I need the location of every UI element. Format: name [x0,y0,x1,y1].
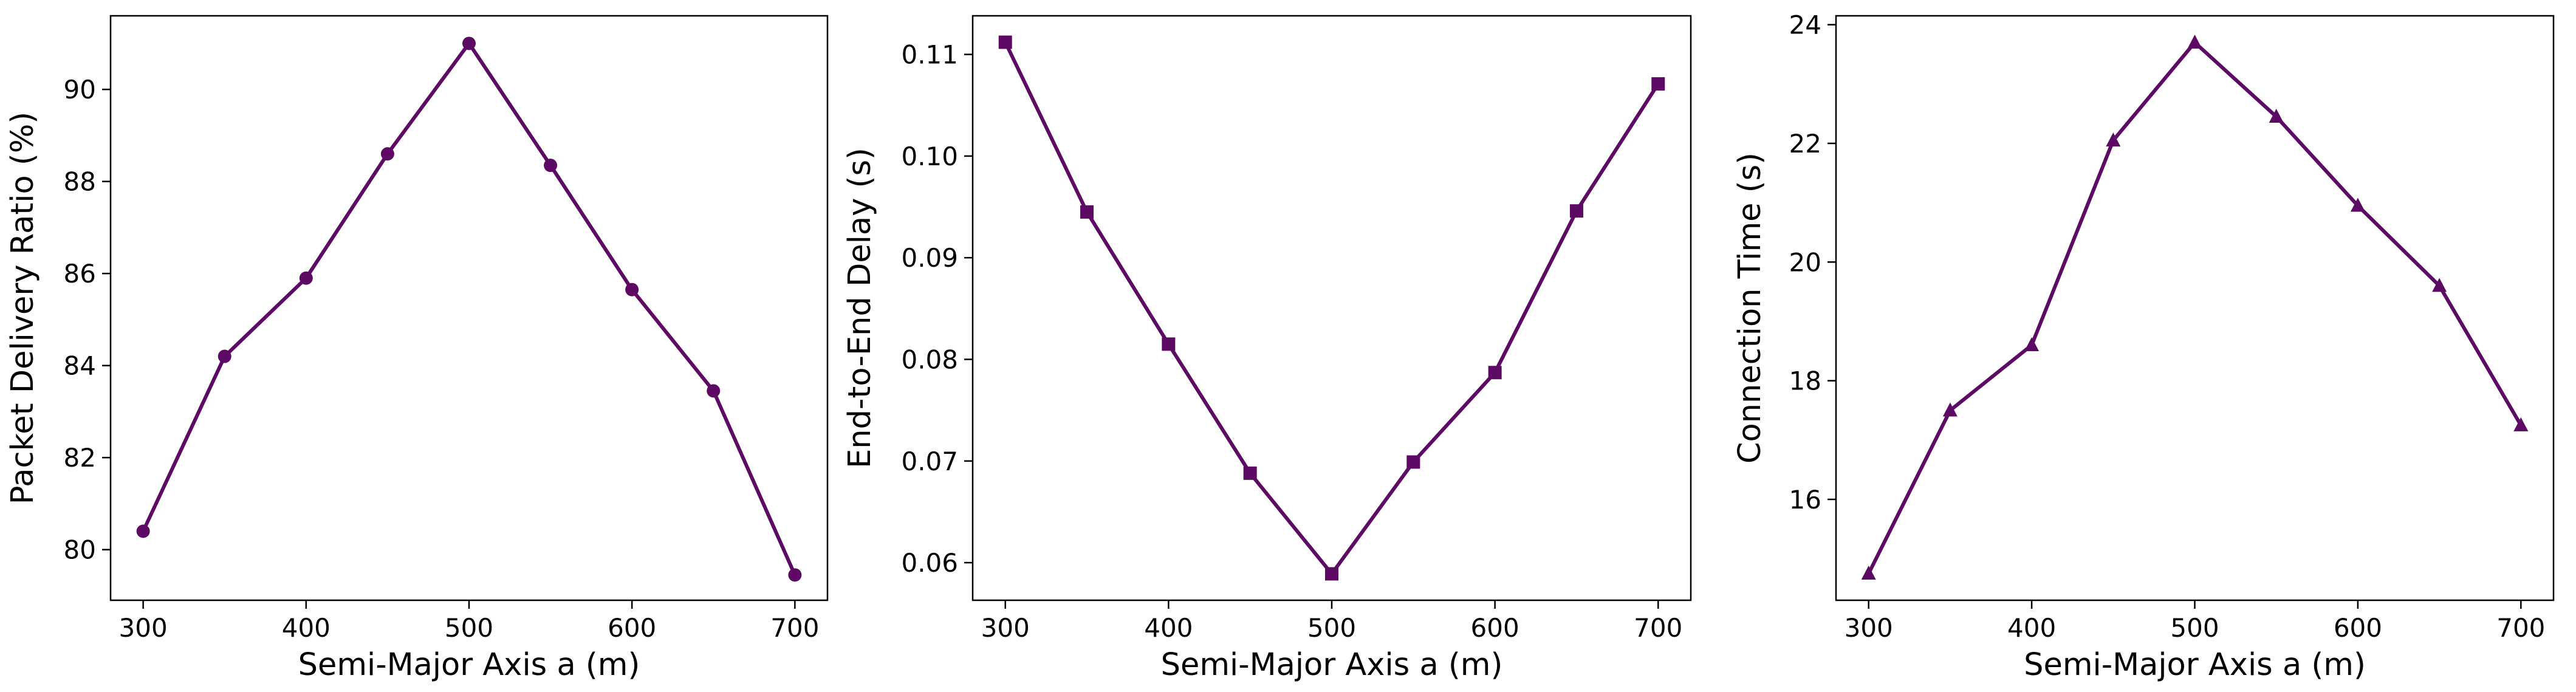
y-tick-label: 0.06 [901,548,958,578]
y-axis-label: Packet Delivery Ratio (%) [5,112,41,504]
y-tick-label: 0.08 [901,344,958,374]
y-tick-label: 20 [1789,247,1821,277]
y-tick-label: 86 [64,259,96,289]
x-tick-label: 300 [119,613,168,643]
y-tick-label: 16 [1789,485,1821,515]
data-point [707,384,721,398]
x-tick-label: 700 [1634,613,1682,643]
x-tick-label: 700 [2496,613,2545,643]
data-point [1861,566,1876,580]
data-point [136,524,150,538]
data-point [1325,567,1338,581]
pdr-chart: 300 400 500 600 700 80 82 84 86 88 90 Semi-Major … [5,15,829,683]
data-point [299,271,313,285]
y-tick-label: 82 [64,443,96,473]
y-axis-label: Connection Time (s) [1732,152,1768,464]
x-tick-label: 400 [282,613,331,643]
y-tick-label: 88 [64,167,96,197]
data-point [2024,337,2040,352]
x-tick-label: 600 [1471,613,1519,643]
data-point [1569,204,1583,218]
y-tick-label: 0.11 [901,40,958,70]
delay-chart: 300 400 500 600 700 0.06 0.07 0.08 0.09 0.10 0.11… [842,15,1692,683]
data-point [2350,197,2365,212]
data-point [1406,455,1420,469]
data-point [998,35,1012,49]
x-tick-label: 500 [1307,613,1356,643]
x-axis-label: Semi-Major Axis a (m) [1161,647,1503,683]
data-point [1651,77,1665,91]
x-tick-label: 400 [1144,613,1193,643]
data-point [1942,402,1958,417]
data-point [2269,109,2284,123]
data-point [1488,366,1502,380]
x-tick-label: 600 [608,613,656,643]
y-tick-label: 0.07 [901,447,958,476]
y-tick-label: 90 [64,75,96,104]
y-axis-label: End-to-End Delay (s) [842,148,878,468]
data-point [2432,278,2447,292]
y-tick-label: 80 [64,535,96,565]
x-tick-label: 400 [2007,613,2056,643]
x-tick-label: 600 [2334,613,2382,643]
x-tick-label: 700 [770,613,819,643]
x-axis-label: Semi-Major Axis a (m) [2024,647,2366,683]
connection-time-chart: 300 400 500 600 700 16 18 20 22 24 Semi-Major Ax… [1732,10,2555,683]
data-point [625,283,639,296]
x-tick-label: 500 [445,613,493,643]
y-tick-label: 0.10 [901,142,958,171]
data-point [1080,205,1094,219]
data-point [788,568,802,582]
x-tick-label: 300 [981,613,1030,643]
y-tick-label: 22 [1789,129,1821,159]
y-tick-label: 24 [1789,10,1821,40]
data-point [2187,34,2202,49]
y-tick-label: 84 [64,351,96,381]
data-point [380,147,394,161]
y-tick-label: 0.09 [901,243,958,273]
data-point [544,159,558,173]
data-point [218,349,231,363]
y-tick-label: 18 [1789,366,1821,396]
data-point [462,36,476,50]
data-point [1243,466,1257,480]
x-tick-label: 300 [1845,613,1893,643]
x-tick-label: 500 [2170,613,2219,643]
x-axis-label: Semi-Major Axis a (m) [298,647,640,683]
data-point [1162,337,1176,351]
data-point [2106,132,2121,147]
data-point [2513,417,2529,431]
